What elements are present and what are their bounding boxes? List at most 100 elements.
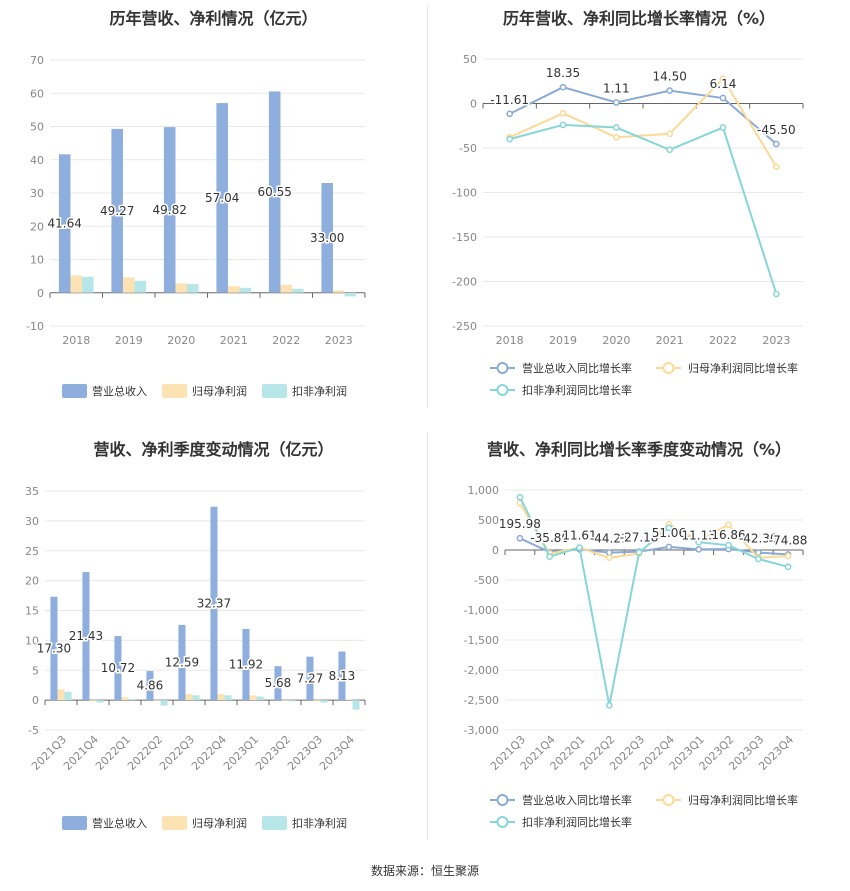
y-tick-label: -2,000 <box>464 664 499 677</box>
data-point <box>695 545 703 553</box>
data-point <box>719 94 727 102</box>
y-tick-label: 1,000 <box>468 484 500 497</box>
bar-revenue <box>114 636 122 701</box>
chart-panel-quarterly-values: 营收、净利季度变动情况（亿元） -5 0 5 10 15 20 25 30 35 2021Q3 20… <box>0 428 427 848</box>
data-label: 11.13 <box>682 528 716 542</box>
data-label: 12.59 <box>165 656 199 670</box>
y-tick-label: -10 <box>26 320 44 333</box>
data-point <box>772 140 780 148</box>
quarterly-values-chart: -5051015202530352021Q32021Q42022Q12022Q2… <box>25 485 366 830</box>
legend-marker <box>496 384 509 396</box>
quarterly-growth-chart: -3,000 -2,500 -2,000 -1,500 -1,000 -500 0 500 1,… <box>464 484 809 829</box>
data-source-note: 数据来源：恒生聚源 <box>370 864 479 878</box>
y-tick-label: 0 <box>492 544 499 557</box>
data-label: -27.18 <box>620 531 659 545</box>
bar-revenue <box>58 154 71 293</box>
data-label: 195.98 <box>499 517 541 531</box>
y-tick-label: -100 <box>452 187 477 200</box>
data-point <box>754 555 762 563</box>
y-tick-label: 40 <box>30 154 44 167</box>
y-tick-label: 500 <box>478 514 499 527</box>
legend-label: 营业总收入同比增长率 <box>522 361 632 375</box>
data-label: -74.88 <box>769 533 808 547</box>
data-label: 11.92 <box>229 658 263 672</box>
legend-swatch <box>162 816 187 830</box>
x-tick-label: 2020 <box>602 334 630 347</box>
bar-net-profit <box>217 694 225 701</box>
legend-marker <box>662 362 675 374</box>
y-tick-label: 5 <box>32 664 39 677</box>
bar-net-profit <box>249 695 257 701</box>
y-tick-label: -200 <box>452 276 477 289</box>
data-label: 32.37 <box>197 596 231 610</box>
data-point <box>665 543 673 551</box>
bar-net-profit <box>70 275 83 293</box>
legend-label: 营业总收入 <box>92 816 147 830</box>
x-tick-label: 2020 <box>167 334 195 347</box>
bar-deducted-profit <box>224 695 232 701</box>
annual-values-chart: -10 0 10 20 30 40 50 60 70 2018 2019 2020 2021 2022 20… <box>26 54 366 398</box>
data-label: 8.13 <box>329 669 356 683</box>
chart-panel-quarterly-growth: 营收、净利同比增长率季度变动情况（%） -3,000 -2,500 -2,000 -1… <box>428 428 850 848</box>
data-label: -42.30 <box>739 532 778 546</box>
y-tick-label: -2,500 <box>464 694 499 707</box>
bar-net-profit <box>332 290 345 293</box>
bar-net-profit <box>89 700 97 702</box>
x-tick-label: 2019 <box>549 334 577 347</box>
data-point <box>605 554 613 562</box>
data-label: 60.55 <box>258 185 292 199</box>
y-tick-label: -3,000 <box>464 724 499 737</box>
y-tick-label: 0 <box>470 98 477 111</box>
data-point <box>784 563 792 571</box>
y-tick-label: 20 <box>30 220 44 233</box>
bar-net-profit <box>175 283 188 293</box>
bar-revenue <box>268 91 281 293</box>
data-point <box>719 75 727 82</box>
bar-net-profit <box>227 286 240 293</box>
y-tick-label: 35 <box>25 485 39 498</box>
bar-revenue <box>82 572 90 701</box>
data-point <box>516 493 524 501</box>
bar-revenue <box>306 656 314 701</box>
bar-net-profit <box>153 700 161 701</box>
x-tick-label: 2022 <box>709 334 737 347</box>
bar-deducted-profit <box>134 280 147 293</box>
divider-top <box>427 5 428 408</box>
data-label: 14.50 <box>652 70 686 84</box>
series-line <box>509 123 778 295</box>
data-point <box>516 534 524 542</box>
chart-title: 历年营收、净利同比增长率情况（%） <box>502 9 776 28</box>
data-label: 11.61 <box>562 528 596 542</box>
bar-revenue <box>274 666 282 701</box>
y-tick-label: 50 <box>30 121 44 134</box>
data-label: 51.06 <box>652 526 686 540</box>
series-line <box>509 76 778 168</box>
bar-deducted-profit <box>192 695 200 701</box>
y-tick-label: 15 <box>25 605 39 618</box>
legend-swatch <box>62 384 87 398</box>
legend-label: 归母净利润同比增长率 <box>688 361 798 375</box>
data-point <box>666 130 674 138</box>
bar-deducted-profit <box>187 284 199 293</box>
bar-net-profit <box>57 689 65 701</box>
y-tick-label: 50 <box>463 53 477 66</box>
data-point <box>506 135 514 143</box>
x-tick-label: 2019 <box>115 334 143 347</box>
bar-net-profit <box>122 277 135 293</box>
legend-marker <box>662 794 675 806</box>
data-point <box>605 702 613 709</box>
divider-bottom <box>427 432 428 840</box>
bar-deducted-profit <box>128 698 136 701</box>
data-point <box>635 549 643 556</box>
y-tick-label: 10 <box>25 634 39 647</box>
y-tick-label: -50 <box>459 142 477 155</box>
bar-revenue <box>216 103 228 293</box>
y-tick-label: 0 <box>32 694 39 707</box>
y-tick-label: 0 <box>37 287 44 300</box>
y-tick-label: 30 <box>30 187 44 200</box>
bar-revenue <box>178 624 186 701</box>
y-tick-label: -5 <box>28 724 39 737</box>
x-tick-label: 2023Q4 <box>317 733 357 773</box>
bar-net-profit <box>313 700 321 702</box>
bar-net-profit <box>121 697 129 701</box>
